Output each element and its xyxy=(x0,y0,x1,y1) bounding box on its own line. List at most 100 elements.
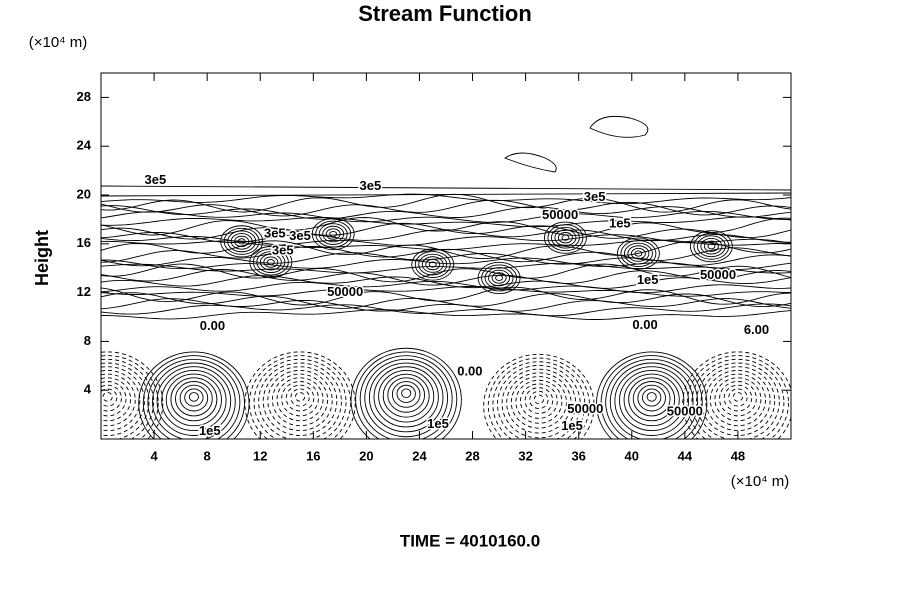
contour-line xyxy=(227,230,257,253)
contour-line xyxy=(723,384,753,412)
contour-line xyxy=(101,373,136,427)
contour-label: 50000 xyxy=(542,207,578,222)
contour-line xyxy=(614,366,689,436)
contour-line xyxy=(101,377,132,422)
contour-line xyxy=(101,216,791,228)
contour-line xyxy=(256,251,286,273)
y-tick-label: 4 xyxy=(84,382,92,397)
contour-line xyxy=(355,351,458,439)
contour-line xyxy=(421,256,444,273)
contour-line xyxy=(258,362,342,439)
contour-line xyxy=(101,263,791,283)
contour-line xyxy=(596,351,708,439)
x-tick-label: 40 xyxy=(625,448,639,463)
contour-label: 50000 xyxy=(567,401,603,416)
plot-frame xyxy=(100,72,792,440)
contour-line xyxy=(101,252,791,267)
contour-line xyxy=(101,217,791,236)
contour-line xyxy=(318,223,348,245)
contour-label: 50000 xyxy=(327,284,363,299)
contour-line xyxy=(101,355,159,439)
contour-line xyxy=(101,205,791,220)
contour-label: 1e5 xyxy=(427,416,449,431)
contour-line xyxy=(642,388,662,407)
contour-line xyxy=(391,381,421,408)
contour-line xyxy=(285,384,315,412)
contour-label: 3e5 xyxy=(584,189,606,204)
contour-line xyxy=(637,384,666,412)
contour-line xyxy=(290,388,310,407)
x-tick-label: 12 xyxy=(253,448,267,463)
x-tick-label: 20 xyxy=(359,448,373,463)
contour-label: 0.00 xyxy=(200,318,225,333)
contour-label: 3e5 xyxy=(264,225,286,240)
contour-line xyxy=(543,221,587,254)
contour-line xyxy=(634,250,643,257)
contour-label: 0.00 xyxy=(457,363,482,378)
contour-line xyxy=(252,248,289,276)
contour-line xyxy=(600,355,703,439)
contour-line xyxy=(101,292,791,309)
contour-line xyxy=(628,377,676,422)
contour-line xyxy=(165,373,222,427)
contour-line xyxy=(630,247,646,260)
contour-line xyxy=(147,358,241,439)
contour-line xyxy=(179,384,209,412)
contour-line xyxy=(619,369,685,432)
contour-line xyxy=(387,377,426,413)
contour-line xyxy=(561,234,570,241)
x-tick-label: 4 xyxy=(150,448,158,463)
contour-line xyxy=(311,217,355,251)
contour-line xyxy=(481,264,518,292)
contour-line xyxy=(418,253,448,276)
contour-line xyxy=(414,251,451,278)
contour-line xyxy=(237,238,246,245)
contour-line xyxy=(616,237,660,270)
contour-line xyxy=(378,369,435,423)
contour-line xyxy=(101,362,150,439)
contour-label: 3e5 xyxy=(272,243,294,258)
footer: TIME = 4010160.0 xyxy=(400,531,540,550)
contour-line xyxy=(719,381,757,417)
contour-line xyxy=(294,392,306,402)
contour-line xyxy=(557,232,573,244)
contour-line xyxy=(623,242,653,265)
contour-line xyxy=(263,256,279,268)
contour-line xyxy=(249,246,293,279)
contour-line xyxy=(620,240,657,268)
contour-line xyxy=(101,303,791,317)
contour-label: 1e5 xyxy=(561,418,583,433)
contour-line xyxy=(533,394,544,405)
contour-line xyxy=(101,210,791,223)
contour-line xyxy=(368,362,444,433)
x-unit: (×10⁴ m) xyxy=(731,473,790,490)
contour-line xyxy=(101,257,791,270)
contour-line xyxy=(627,245,650,262)
contour-label: 6.00 xyxy=(744,322,769,337)
contour-line xyxy=(524,387,554,414)
contour-line xyxy=(554,229,577,246)
chart-title: Stream Function xyxy=(358,1,532,26)
contour-line xyxy=(101,192,791,197)
contour-line xyxy=(101,309,791,320)
contour-line xyxy=(152,362,236,439)
contour-line xyxy=(138,351,250,439)
contour-line xyxy=(230,233,253,250)
contour-line xyxy=(101,185,791,191)
contour-line xyxy=(506,372,572,434)
contour-line xyxy=(220,225,264,258)
contour-line xyxy=(101,351,164,439)
contour-line xyxy=(359,355,453,439)
contour-line xyxy=(510,376,567,429)
contour-line xyxy=(382,373,430,418)
contour-line xyxy=(322,225,345,243)
x-tick-label: 32 xyxy=(518,448,532,463)
contour-line xyxy=(161,369,227,432)
contour-line xyxy=(609,362,694,439)
contour-line xyxy=(696,235,726,258)
y-tick-label: 24 xyxy=(77,138,92,153)
contour-line xyxy=(101,280,791,294)
contour-line xyxy=(492,361,586,439)
contour-line xyxy=(529,390,549,409)
contour-line xyxy=(325,228,341,240)
